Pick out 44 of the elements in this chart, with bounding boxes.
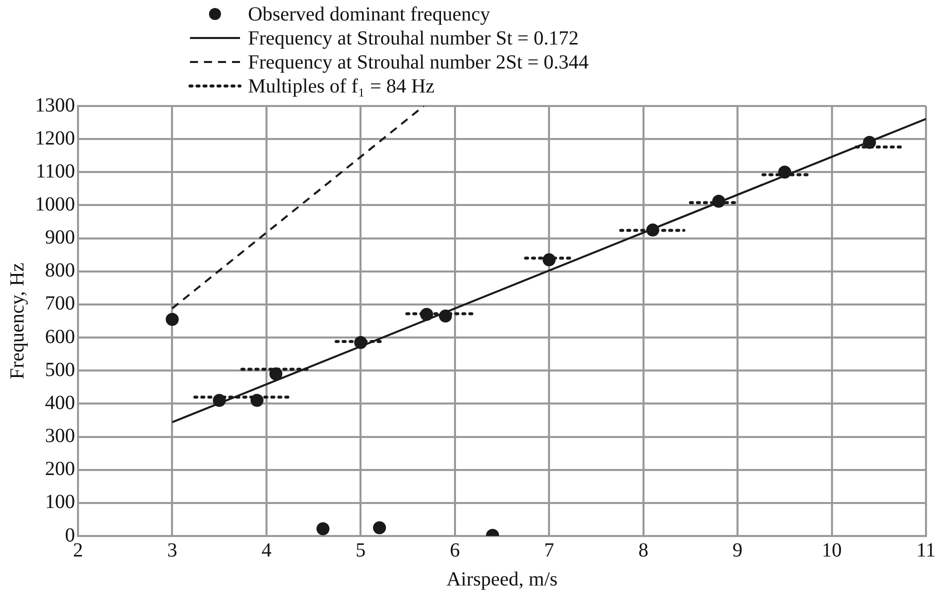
x-tick-label: 6 xyxy=(450,539,460,562)
point xyxy=(778,166,792,179)
y-tick-label: 1300 xyxy=(35,94,75,116)
x-tick-label: 8 xyxy=(638,539,648,562)
y-tick-label: 600 xyxy=(45,326,75,348)
y-tick-label: 1200 xyxy=(35,127,75,150)
x-tick-label: 3 xyxy=(167,539,178,562)
x-tick-label: 2 xyxy=(73,539,83,562)
x-tick-label: 10 xyxy=(822,539,842,562)
y-tick-label: 300 xyxy=(45,425,75,448)
x-tick-label: 5 xyxy=(356,539,366,562)
y-tick-label: 500 xyxy=(45,358,75,381)
x-axis-title: Airspeed, m/s xyxy=(446,568,558,590)
legend-label: Frequency at Strouhal number St = 0.172 xyxy=(248,27,579,50)
legend-label: Multiples of f₁ = 84 Hz xyxy=(248,75,435,98)
point xyxy=(542,253,556,266)
point xyxy=(250,394,264,407)
y-axis-title: Frequency, Hz xyxy=(6,262,28,380)
point xyxy=(212,394,226,407)
point xyxy=(354,336,368,349)
point xyxy=(712,194,726,208)
point xyxy=(373,521,386,534)
point xyxy=(420,308,434,321)
x-tick-label: 9 xyxy=(732,539,743,562)
legend-label: Frequency at Strouhal number 2St = 0.344 xyxy=(248,51,589,74)
point xyxy=(316,522,330,536)
y-tick-label: 0 xyxy=(65,524,75,546)
point xyxy=(646,224,660,237)
y-tick-label: 800 xyxy=(45,260,75,282)
point xyxy=(166,312,179,326)
y-tick-label: 1100 xyxy=(36,160,75,182)
y-tick-label: 900 xyxy=(45,226,75,249)
y-tick-label: 1000 xyxy=(35,193,75,216)
y-tick-label: 100 xyxy=(45,491,75,514)
y-tick-label: 700 xyxy=(45,292,75,315)
y-tick-label: 200 xyxy=(45,458,75,480)
x-tick-label: 11 xyxy=(916,539,936,562)
point xyxy=(862,136,876,149)
point xyxy=(269,367,282,380)
x-tick-label: 4 xyxy=(261,539,272,562)
x-tick-label: 7 xyxy=(544,539,554,562)
legend-label: Observed dominant frequency xyxy=(248,3,490,26)
y-tick-label: 400 xyxy=(45,392,75,414)
point xyxy=(438,310,452,323)
